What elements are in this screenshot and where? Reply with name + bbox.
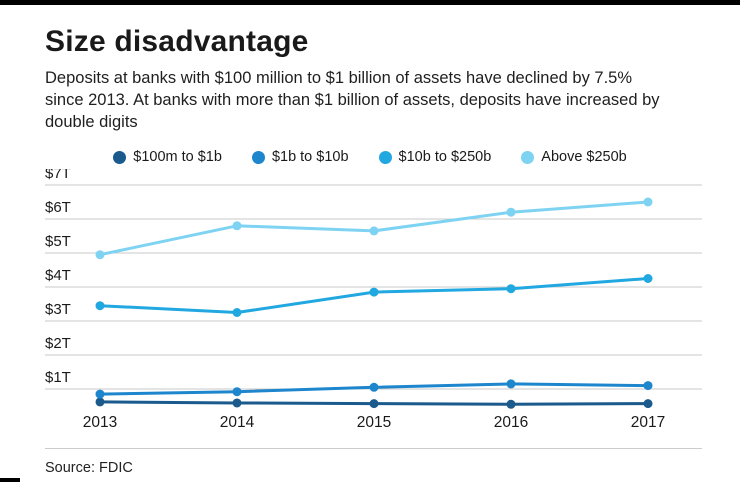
x-axis-tick-label: 2013 — [83, 414, 117, 431]
data-point — [369, 399, 379, 409]
data-point — [95, 397, 105, 407]
x-axis-tick-label: 2015 — [357, 414, 391, 431]
legend-label: Above $250b — [541, 149, 627, 166]
y-axis-tick-label: $5T — [45, 233, 71, 250]
data-point — [643, 381, 653, 391]
chart-area: $1T $2T $3T $4T $5T $6T $7T 2013 2014 2015 2016 201… — [0, 165, 740, 442]
legend-label: $10b to $250b — [398, 149, 492, 166]
data-point — [232, 308, 242, 318]
data-point — [95, 301, 105, 311]
y-axis-tick-label: $3T — [45, 301, 71, 318]
data-point — [95, 389, 105, 399]
data-point — [643, 274, 653, 284]
data-point — [369, 383, 379, 393]
legend: $100m to $1b $1b to $10b $10b to $250b Abov… — [0, 149, 740, 165]
data-point — [232, 398, 242, 408]
source-line: Source: FDIC — [45, 448, 702, 476]
x-axis-tick-label: 2017 — [631, 414, 665, 431]
legend-item: Above $250b — [521, 149, 627, 166]
legend-label: $1b to $10b — [271, 149, 349, 166]
chart-subtitle: Deposits at banks with $100 million to $… — [45, 69, 660, 131]
data-point — [232, 387, 242, 397]
legend-dot-icon — [521, 150, 535, 164]
top-rule — [0, 0, 740, 5]
y-axis-tick-label: $1T — [45, 369, 71, 386]
data-point — [506, 207, 516, 217]
data-point — [369, 226, 379, 236]
data-point — [506, 379, 516, 389]
y-axis-tick-label: $6T — [45, 199, 71, 216]
line-chart: $1T $2T $3T $4T $5T $6T $7T 2013 2014 2015 2016 201… — [45, 165, 702, 431]
data-point — [506, 400, 516, 410]
data-point — [95, 250, 105, 260]
legend-dot-icon — [251, 150, 265, 164]
y-axis-tick-label: $7T — [45, 169, 71, 182]
y-axis-tick-label: $2T — [45, 335, 71, 352]
data-point — [643, 197, 653, 207]
y-axis-tick-label: $4T — [45, 267, 71, 284]
legend-item: $10b to $250b — [378, 149, 492, 166]
legend-label: $100m to $1b — [133, 149, 222, 166]
legend-item: $100m to $1b — [113, 149, 222, 165]
legend-item: $1b to $10b — [251, 149, 349, 166]
legend-dot-icon — [378, 150, 392, 164]
data-point — [643, 399, 653, 409]
x-axis-tick-label: 2014 — [220, 414, 255, 431]
legend-dot-icon — [113, 150, 127, 164]
page-title: Size disadvantage — [45, 25, 309, 58]
data-point — [232, 221, 242, 231]
data-point — [506, 284, 516, 294]
x-axis-tick-label: 2016 — [494, 414, 528, 431]
data-point — [369, 287, 379, 297]
bottom-rule-mark — [0, 478, 20, 482]
